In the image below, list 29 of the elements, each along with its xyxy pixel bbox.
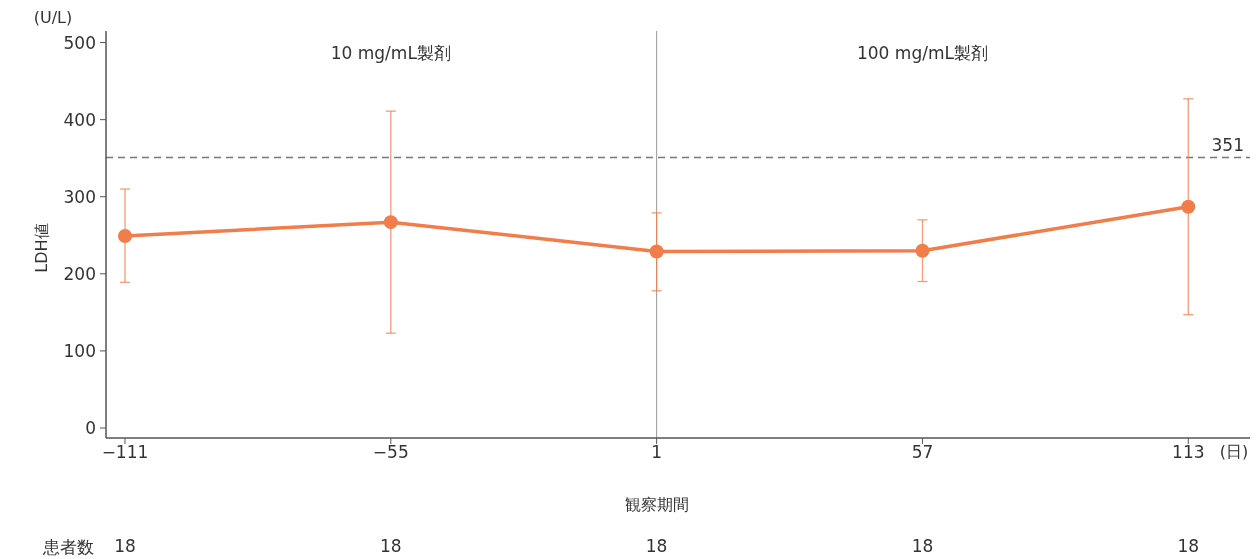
annotation: 10 mg/mL製剤 (330, 42, 451, 65)
point (383, 215, 398, 230)
y-tick-label: 500 (63, 32, 96, 53)
y-tick-label: 300 (63, 186, 96, 207)
point (117, 229, 132, 244)
annotation: 100 mg/mL製剤 (856, 42, 988, 65)
x-tick-label: 113 (1172, 442, 1205, 463)
text: 18 (379, 536, 402, 556)
text: 18 (114, 536, 136, 556)
y-tick-label: 100 (63, 340, 96, 361)
point (915, 243, 930, 258)
y-tick-label: 0 (85, 418, 96, 439)
x-tick-label: 57 (911, 442, 934, 463)
point (649, 244, 664, 259)
text: (U/L) (33, 8, 73, 27)
x-axis-title: 観察期間 (624, 495, 689, 516)
y-tick-label: 400 (63, 109, 96, 130)
ref-line-label: 351 (1211, 135, 1244, 156)
x-tick-label: −111 (101, 442, 149, 463)
y-axis-title: LDH値 (31, 223, 52, 273)
text: 18 (1177, 536, 1200, 556)
text: 18 (911, 536, 934, 556)
text: 18 (645, 536, 668, 556)
text: 患者数 (42, 536, 94, 559)
point (1181, 199, 1196, 214)
x-tick-label: 1 (651, 442, 663, 463)
text: (日) (1219, 442, 1249, 463)
x-tick-label: −55 (372, 442, 409, 463)
y-tick-label: 200 (63, 263, 96, 284)
